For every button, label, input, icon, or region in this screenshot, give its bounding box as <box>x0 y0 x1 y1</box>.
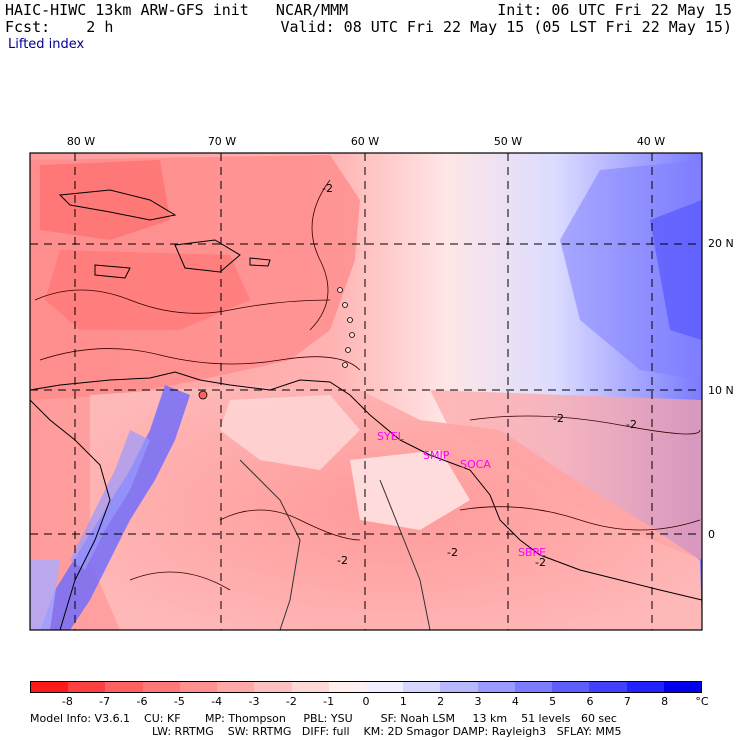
colorbar-swatch <box>552 682 590 692</box>
latitude-labels: 20 N 10 N 0 <box>708 237 734 541</box>
forecast-hour: Fcst: 2 h <box>5 18 114 36</box>
colorbar-swatch <box>663 682 701 692</box>
contour-label: -2 <box>337 554 348 567</box>
lat-label-20n: 20 N <box>708 237 734 250</box>
init-time: Init: 06 UTC Fri 22 May 15 <box>497 1 732 19</box>
model-title: HAIC-HIWC 13km ARW-GFS init NCAR/MMM <box>5 1 349 19</box>
colorbar-swatch <box>254 682 292 692</box>
lesser-antilles <box>198 287 355 400</box>
colorbar-tick-label: -3 <box>248 695 260 708</box>
colorbar-swatch <box>291 682 329 692</box>
colorbar-tick-label: -8 <box>61 695 73 708</box>
contour-label: -2 <box>626 418 637 431</box>
valid-time: Valid: 08 UTC Fri 22 May 15 (05 LST Fri … <box>280 18 732 36</box>
contour-labels: -2 -2 -2 -2 -2 -2 <box>322 182 637 569</box>
colorbar-swatch <box>440 682 478 692</box>
lon-label-80w: 80 W <box>67 135 95 148</box>
colorbar-swatch <box>31 682 69 692</box>
colorbar-swatch <box>514 682 553 692</box>
station-labels: SYEL SMJP SOCA SBPE <box>377 430 546 559</box>
coastlines <box>29 189 703 631</box>
colorbar-swatch <box>142 682 180 692</box>
colorbar-tick-label: 2 <box>437 695 445 708</box>
colorbar-tick-label: -6 <box>136 695 148 708</box>
colorbar-tick-label: 7 <box>623 695 631 708</box>
grid-lines <box>30 153 702 630</box>
station-label-smjp: SMJP <box>423 449 450 462</box>
colorbar-tick-label: 6 <box>586 695 594 708</box>
station-label-syel: SYEL <box>377 430 405 443</box>
lat-label-10n: 10 N <box>708 384 734 397</box>
colorbar-tick-label: 3 <box>474 695 482 708</box>
colorbar-swatch <box>328 682 366 692</box>
lon-label-70w: 70 W <box>208 135 236 148</box>
colorbar-tick-label: -4 <box>211 695 223 708</box>
map-field <box>30 153 702 630</box>
contour-label: -2 <box>447 546 458 559</box>
colorbar-tick-label: 5 <box>549 695 557 708</box>
colorbar-tick-label: -1 <box>323 695 335 708</box>
colorbar-tick-label: -2 <box>285 695 297 708</box>
contours <box>34 179 701 591</box>
longitude-labels: 80 W 70 W 60 W 50 W 40 W <box>67 135 665 148</box>
colorbar-swatch <box>179 682 218 692</box>
lon-label-60w: 60 W <box>351 135 379 148</box>
colorbar-swatch <box>477 682 515 692</box>
contour-label: -2 <box>322 182 333 195</box>
lon-label-50w: 50 W <box>494 135 522 148</box>
colorbar-tick-label: -7 <box>99 695 111 708</box>
colorbar <box>30 681 702 693</box>
colorbar-swatch <box>68 682 106 692</box>
contour-label: -2 <box>535 556 546 569</box>
colorbar-tick-label: 0 <box>362 695 370 708</box>
colorbar-tick-label: 4 <box>511 695 519 708</box>
station-label-sbpe: SBPE <box>518 546 546 559</box>
colorbar-tick-label: 1 <box>399 695 407 708</box>
model-info-line2: LW: RRTMG SW: RRTMG DIFF: full KM: 2D Sm… <box>152 725 622 738</box>
colorbar-tick-label: -5 <box>173 695 185 708</box>
field-name: Lifted index <box>8 37 85 52</box>
colorbar-unit: °C <box>695 695 709 708</box>
model-info-line1: Model Info: V3.6.1 CU: KF MP: Thompson P… <box>30 712 617 725</box>
lat-label-0: 0 <box>708 528 715 541</box>
station-label-soca: SOCA <box>460 458 491 471</box>
contour-label: -2 <box>553 412 564 425</box>
lon-label-40w: 40 W <box>637 135 665 148</box>
colorbar-tick-label: 8 <box>661 695 669 708</box>
map-frame <box>29 152 703 631</box>
colorbar-swatch <box>365 682 404 692</box>
colorbar-swatch <box>589 682 627 692</box>
colorbar-swatch <box>217 682 255 692</box>
colorbar-swatch <box>403 682 441 692</box>
colorbar-swatch <box>626 682 664 692</box>
colorbar-swatch <box>105 682 143 692</box>
